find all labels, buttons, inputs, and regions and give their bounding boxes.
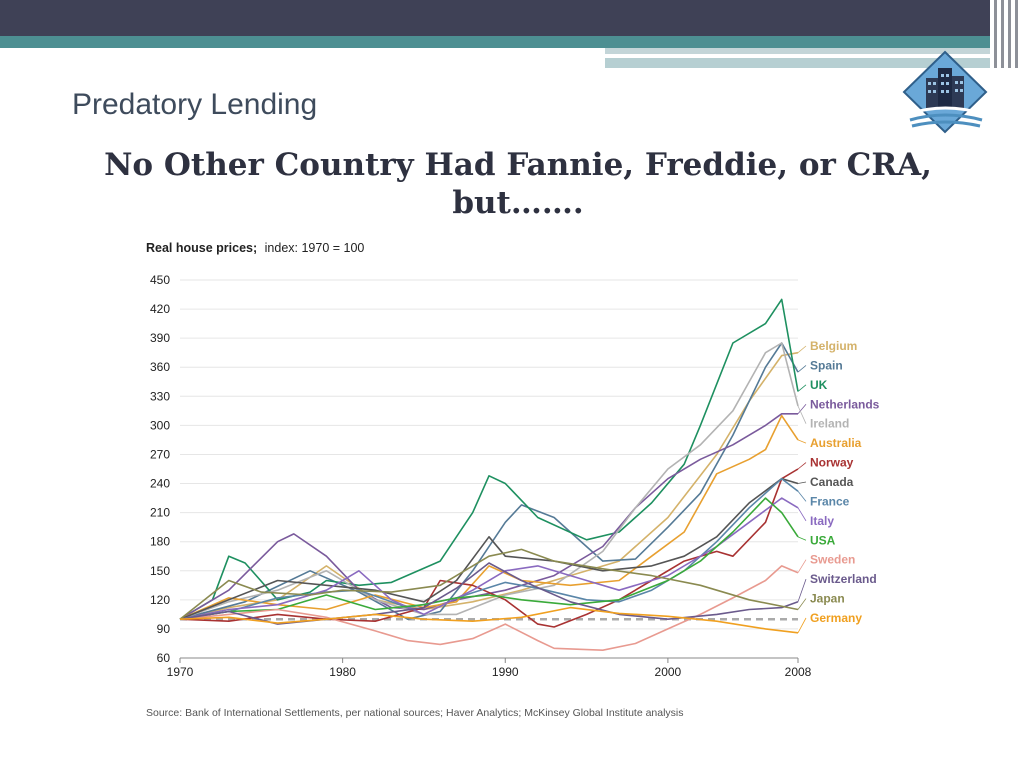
legend-leader [797,439,807,444]
series-line-belgium [179,351,799,620]
y-tick-label: 120 [150,593,170,607]
series-line-germany [179,606,799,634]
legend-leader [797,579,807,602]
x-tick-label: 1980 [329,665,356,679]
series-line-sweden [179,565,799,652]
y-tick-label: 60 [157,651,171,665]
legend-leader [797,598,807,610]
legend-label-canada: Canada [810,475,854,489]
series-line-netherlands [179,413,798,620]
x-axis: 1970 1980 1990 2000 2008 [167,657,812,679]
legend-leader [797,507,807,522]
legend-leader [797,617,807,633]
legend-label-switzerland: Switzerland [810,572,877,586]
chart-title-group: Real house prices; index: 1970 = 100 [146,241,364,255]
legend-label-spain: Spain [810,358,843,372]
y-tick-label: 90 [157,622,171,636]
top-bar [0,0,990,36]
building-logo-icon [902,50,988,134]
legend-leader [797,345,807,353]
y-tick-label: 180 [150,535,170,549]
y-tick-label: 390 [150,331,170,345]
accent-bar-light [605,48,990,54]
series-line-japan [179,548,799,620]
series-line-usa [179,497,799,620]
x-tick-label: 2008 [785,665,812,679]
y-tick-label: 270 [150,447,170,461]
y-tick-label: 450 [150,273,170,287]
accent-bar [0,36,990,48]
legend: Belgium Spain UK Netherlands Ireland Australi… [797,339,880,633]
legend-label-uk: UK [810,378,828,392]
headline-line-2: but……. [452,185,584,221]
legend-leader [797,536,807,541]
legend-label-japan: Japan [810,592,845,606]
x-tick-label: 2000 [655,665,682,679]
series-lines [179,298,799,652]
x-tick-label: 1990 [492,665,519,679]
x-tick-label: 1970 [167,665,194,679]
series-line-uk [179,298,799,620]
y-axis: 60 90 120 150 180 210 240 270 300 330 360 390 420 450 [150,273,170,665]
series-line-spain [179,342,799,621]
chart-subtitle: index: 1970 = 100 [265,241,365,255]
legend-label-sweden: Sweden [810,553,855,567]
series-line-australia [179,414,799,620]
slide-title: Predatory Lending [72,88,318,121]
legend-label-germany: Germany [810,611,862,625]
series-line-ireland [179,342,799,620]
series-line-canada [179,477,799,620]
corner-stripes [990,0,1024,68]
legend-leader [797,405,807,424]
legend-leader [797,365,807,373]
headline: No Other Country Had Fannie, Freddie, or… [60,146,976,222]
legend-label-ireland: Ireland [810,417,849,431]
legend-label-italy: Italy [810,514,834,528]
y-tick-label: 420 [150,302,170,316]
y-tick-label: 330 [150,389,170,403]
headline-line-1: No Other Country Had Fannie, Freddie, or… [104,147,932,183]
legend-label-australia: Australia [810,436,862,450]
y-tick-label: 150 [150,564,170,578]
legend-label-france: France [810,494,850,508]
legend-leader [797,491,807,502]
y-tick-label: 360 [150,360,170,374]
legend-leader [797,559,807,573]
y-tick-label: 300 [150,418,170,432]
house-price-chart: Real house prices; index: 1970 = 100 60 9… [146,241,880,719]
legend-leader [797,462,807,470]
legend-label-usa: USA [810,533,836,547]
legend-label-netherlands: Netherlands [810,397,880,411]
legend-label-norway: Norway [810,456,854,470]
y-tick-label: 210 [150,506,170,520]
chart-title: Real house prices; [146,241,257,255]
accent-bar-light-2 [605,58,990,68]
legend-leader [797,384,807,392]
legend-leader [797,481,807,484]
legend-leader [797,404,807,415]
y-tick-label: 240 [150,477,170,491]
chart-source: Source: Bank of International Settlement… [146,707,684,719]
legend-label-belgium: Belgium [810,339,857,353]
